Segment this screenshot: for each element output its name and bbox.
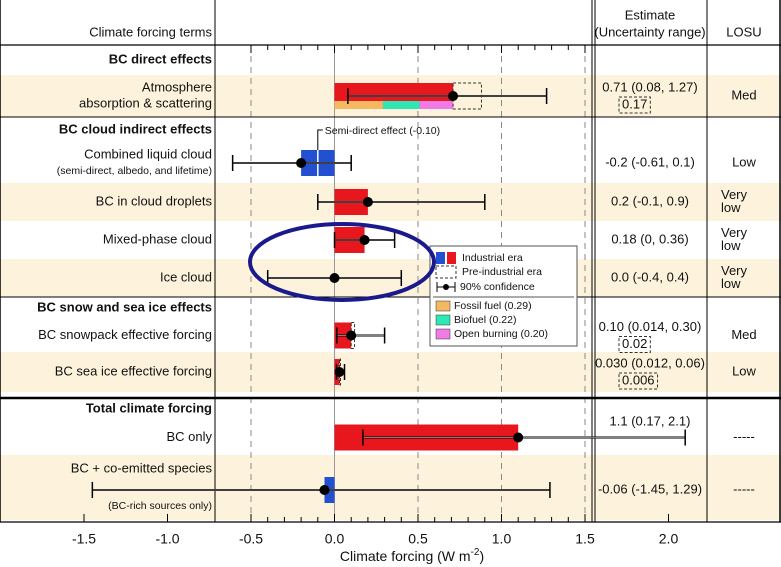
row-label: Ice cloud [160,269,212,284]
central-point [362,197,373,207]
legend-swatch [435,300,451,312]
section-label: BC snow and sea ice effects [37,299,212,314]
pre-industrial-label: 0.17 [622,96,647,111]
losu: low [721,276,741,291]
central-point [513,432,524,443]
row-shade [0,455,781,520]
central-point [296,158,307,168]
pre-industrial-box [618,336,651,353]
x-tick-label: 1.5 [575,531,595,547]
legend-label: 90% confidence [460,281,535,293]
section-label: BC cloud indirect effects [59,121,212,136]
x-tick-label: -0.5 [239,531,263,547]
legend-label: Fossil fuel (0.29) [454,300,532,312]
losu: Med [731,327,756,342]
legend-swatch [435,314,451,326]
x-axis-title-text: Climate forcing (W m [340,548,471,564]
semi-direct-label: Semi-direct effect (-0.10) [325,125,440,137]
losu: low [721,200,741,215]
legend-swatch [436,252,445,264]
losu: ----- [733,429,755,444]
section-label: Total climate forcing [86,400,212,415]
x-tick-label: 0.5 [408,531,428,547]
central-point [334,367,345,377]
row-note: (BC-rich sources only) [108,500,212,512]
x-axis-title-sup: -2 [471,547,480,558]
row-label: BC + co-emitted species [71,460,213,475]
header-losu: LOSU [726,24,761,39]
estimate: 0.18 (0, 0.36) [611,231,688,246]
row-note: (semi-direct, albedo, and lifetime) [57,165,212,177]
legend: Industrial era Pre-industrial era 90% conf… [429,245,578,347]
legend-swatch [435,328,451,340]
legend-label: Industrial era [462,252,523,264]
pre-industrial-box [618,96,651,114]
losu: low [721,238,741,253]
row-label: Mixed-phase cloud [103,231,212,246]
x-tick-label: 0.0 [325,531,345,547]
central-point [319,485,330,495]
central-point [359,235,370,245]
pre-industrial-box [618,372,659,390]
legend-label: Biofuel (0.22) [454,314,516,326]
central-point [448,91,459,101]
losu: Very [721,187,748,202]
row-shade [0,352,781,392]
header-estimate: (Uncertainty range) [594,24,705,39]
x-tick-label: 2.0 [659,531,679,547]
central-point [346,330,357,341]
row-label: Atmosphere [142,79,212,94]
source-bar [382,101,420,109]
semi-direct-bracket [317,129,323,150]
row-label: BC snowpack effective forcing [38,327,212,342]
pre-industrial-label: 0.02 [622,336,647,351]
estimate: 1.1 (0.17, 2.1) [610,413,691,428]
header-estimate: Estimate [625,7,676,22]
row-label: Combined liquid cloud [84,146,212,161]
legend-swatch [435,265,457,279]
losu: ----- [733,481,755,496]
estimate: -0.06 (-1.45, 1.29) [598,481,702,496]
losu: Very [721,225,748,240]
estimate: 0.030 (0.012, 0.06) [595,355,705,370]
losu: Med [731,87,756,102]
source-bar [334,101,383,109]
losu: Very [721,263,748,278]
estimate: 0.10 (0.014, 0.30) [599,319,702,334]
x-tick-label: 1.0 [492,531,512,547]
pre-industrial-label: 0.006 [622,372,655,387]
x-tick-label: -1.5 [72,531,96,547]
source-bar [419,101,454,109]
estimate: -0.2 (-0.61, 0.1) [605,154,695,169]
estimate: 0.71 (0.08, 1.27) [602,79,697,94]
row-label: BC only [166,429,212,444]
legend-label: Pre-industrial era [462,266,542,278]
legend-point [443,284,449,290]
row-label: absorption & scattering [79,95,212,110]
estimate: 0.0 (-0.4, 0.4) [611,269,689,284]
legend-label: Open burning (0.20) [454,328,548,340]
highlight-ellipse [248,222,436,302]
losu: Low [732,154,756,169]
estimate: 0.2 (-0.1, 0.9) [611,193,689,208]
central-point [329,273,340,283]
legend-swatch [447,252,456,264]
losu: Low [732,363,756,378]
x-tick-label: -1.0 [155,531,179,547]
row-label: BC sea ice effective forcing [55,363,212,378]
row-label: BC in cloud droplets [96,193,213,208]
header-terms: Climate forcing terms [89,24,212,39]
x-axis-title-end: ) [479,548,484,564]
section-label: BC direct effects [109,51,212,66]
x-axis-title: Climate forcing (W m-2) [340,547,484,564]
